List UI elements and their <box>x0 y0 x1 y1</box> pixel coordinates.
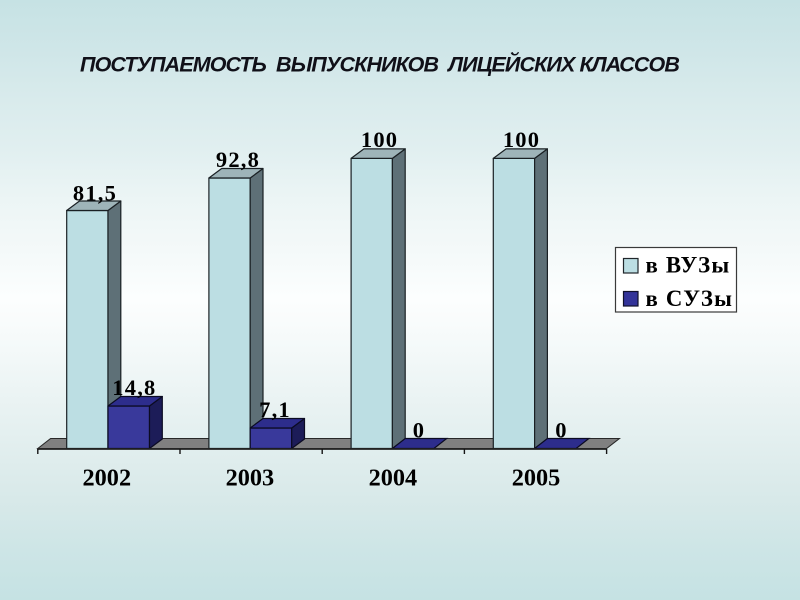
svg-text:в СУЗы: в СУЗы <box>646 286 734 311</box>
svg-text:ПОСТУПАЕМОСТЬ ВЫПУСКНИКОВ ЛИ: ПОСТУПАЕМОСТЬ ВЫПУСКНИКОВ ЛИЦЕЙСКИХ КЛАС… <box>80 51 679 77</box>
svg-text:0: 0 <box>555 418 567 443</box>
svg-text:2002: 2002 <box>83 465 132 492</box>
svg-text:0: 0 <box>413 418 425 443</box>
svg-text:в ВУЗы: в ВУЗы <box>646 253 731 278</box>
svg-text:92,8: 92,8 <box>216 147 260 172</box>
svg-text:81,5: 81,5 <box>73 181 117 206</box>
svg-text:14,8: 14,8 <box>112 375 156 400</box>
svg-text:7,1: 7,1 <box>259 397 291 422</box>
svg-text:100: 100 <box>361 127 398 152</box>
svg-text:100: 100 <box>503 127 540 152</box>
svg-text:2004: 2004 <box>369 465 418 492</box>
svg-text:2005: 2005 <box>512 465 561 492</box>
svg-text:2003: 2003 <box>226 465 275 492</box>
